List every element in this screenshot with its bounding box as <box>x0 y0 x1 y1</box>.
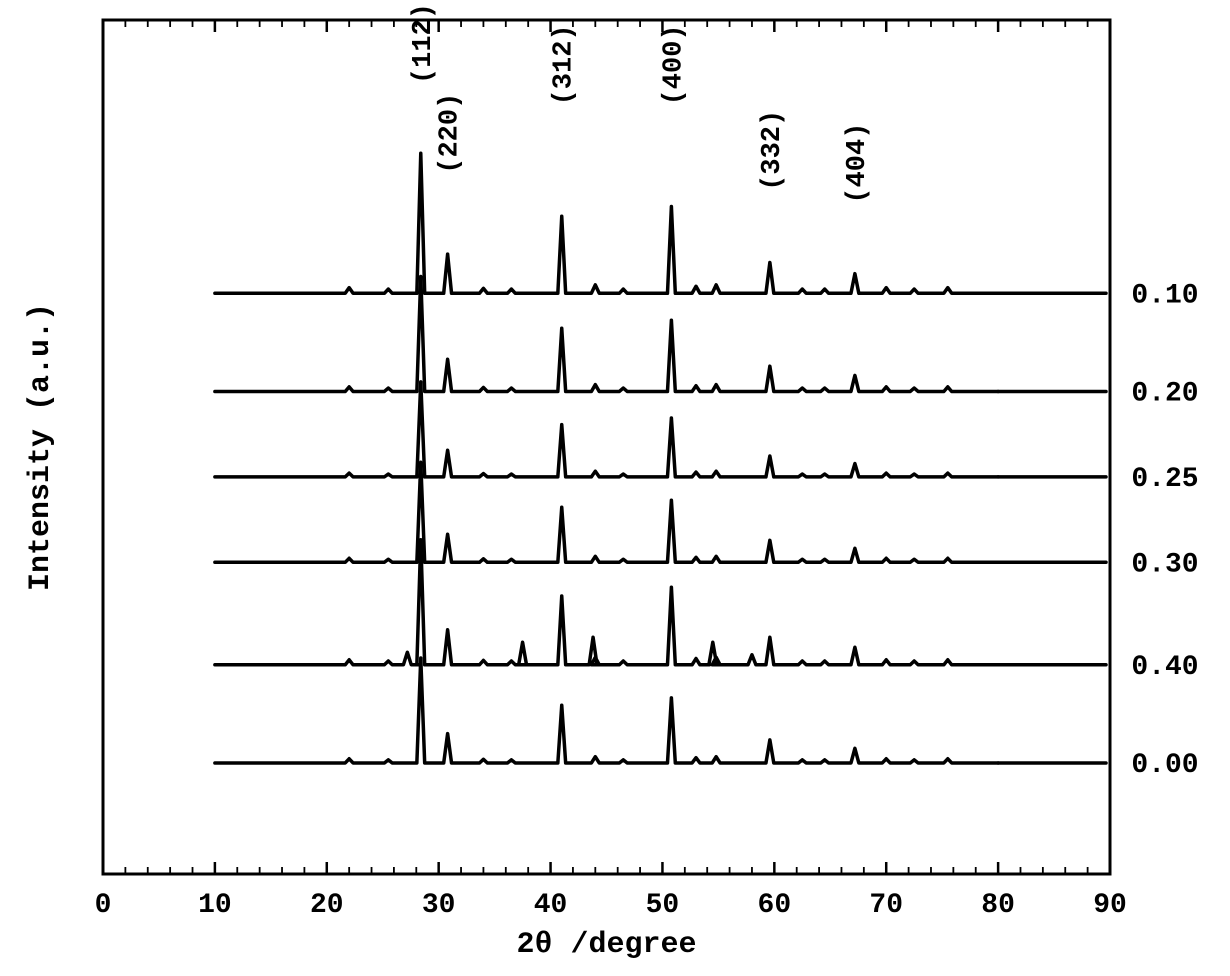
y-axis-label: Intensity (a.u.) <box>24 303 58 591</box>
trace-label: 0.20 <box>1131 378 1198 409</box>
x-tick-label: 10 <box>198 890 232 921</box>
x-tick-label: 80 <box>981 890 1015 921</box>
peak-label: (112) <box>409 3 439 84</box>
x-tick-label: 70 <box>869 890 903 921</box>
trace-label: 0.30 <box>1131 549 1198 580</box>
x-tick-label: 30 <box>422 890 456 921</box>
peak-label: (312) <box>550 24 580 105</box>
trace-label: 0.10 <box>1131 280 1198 311</box>
xrd-chart: 0 10 20 30 40 50 60 70 80 90 2θ /degree Intensity (… <box>0 0 1230 976</box>
peak-label: (400) <box>659 24 689 105</box>
peak-label: (332) <box>758 110 788 191</box>
trace-label: 0.25 <box>1131 464 1198 495</box>
x-tick-label: 20 <box>310 890 344 921</box>
trace-label: 0.40 <box>1131 652 1198 683</box>
chart-svg: 0 10 20 30 40 50 60 70 80 90 2θ /degree Intensity (… <box>0 0 1230 976</box>
x-axis-label: 2θ /degree <box>516 928 696 962</box>
trace-label: 0.00 <box>1131 750 1198 781</box>
x-tick-label: 50 <box>646 890 680 921</box>
peak-label: (220) <box>436 93 466 174</box>
peak-label: (404) <box>843 123 873 204</box>
x-tick-label: 40 <box>534 890 568 921</box>
x-tick-label: 60 <box>758 890 792 921</box>
x-tick-label: 90 <box>1093 890 1127 921</box>
x-tick-label: 0 <box>95 890 112 921</box>
